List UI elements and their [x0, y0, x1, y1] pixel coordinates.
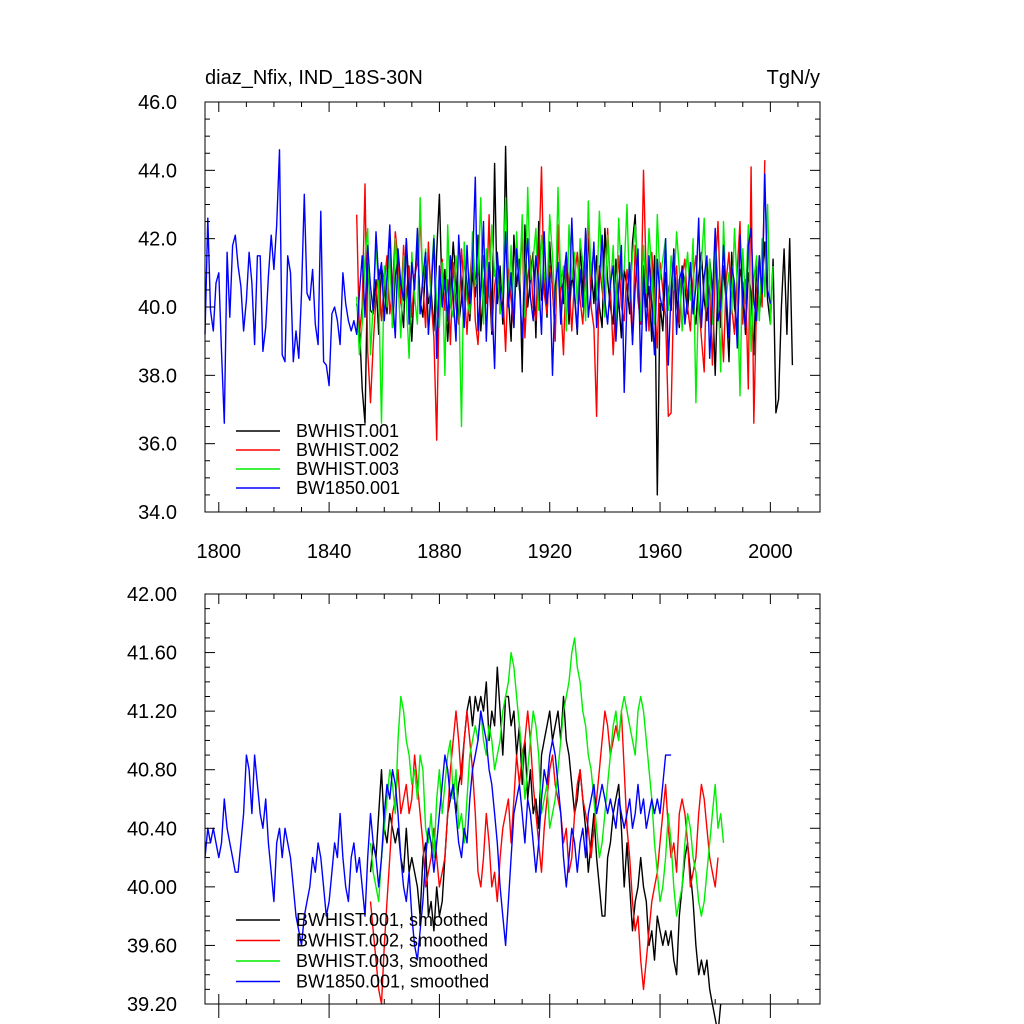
bottom-panel-axes: 39.20 39.60 40.00 40.40 40.80 41.20 41.60 42.00 — [127, 584, 820, 1018]
series-line-bw1850-001 — [204, 149, 772, 424]
x-tick-label: 1880 — [417, 541, 462, 563]
bottom-panel-series — [204, 637, 725, 1024]
y-tick-label: 34.0 — [138, 502, 177, 524]
y-tick-label: 44.0 — [138, 160, 177, 182]
y-tick-label: 42.0 — [138, 229, 177, 251]
x-tick-label: 2000 — [748, 541, 793, 563]
x-tick-label: 1960 — [638, 541, 683, 563]
y-tick-label: 36.0 — [138, 434, 177, 456]
top-panel-series — [204, 145, 794, 496]
x-tick-label: 1920 — [527, 541, 572, 563]
top-panel: diaz_Nfix, IND_18S-30N TgN/y 34.0 36.0 38.… — [138, 67, 821, 563]
y-tick-label: 40.80 — [127, 760, 177, 782]
top-panel-axes: 34.0 36.0 38.0 40.0 42.0 44.0 46.0 1800 1840 1880… — [138, 92, 820, 563]
top-panel-units: TgN/y — [767, 67, 820, 89]
legend-label: BWHIST.001 — [296, 421, 399, 441]
series-line-bw1850-001-smoothed — [204, 710, 672, 961]
series-line-bwhist-002-smoothed — [369, 710, 719, 1005]
legend-label: BWHIST.003, smoothed — [296, 951, 488, 971]
y-tick-label: 41.20 — [127, 701, 177, 723]
y-tick-label: 39.20 — [127, 994, 177, 1016]
series-line-bwhist-001 — [356, 145, 794, 496]
y-tick-label: 42.00 — [127, 584, 177, 606]
series-line-bwhist-001-smoothed — [369, 666, 722, 1024]
legend-label: BWHIST.002, smoothed — [296, 931, 488, 951]
x-tick-label: 1800 — [197, 541, 242, 563]
legend-label: BWHIST.001, smoothed — [296, 910, 488, 930]
y-tick-label: 41.60 — [127, 643, 177, 665]
y-tick-label: 40.00 — [127, 877, 177, 899]
legend-label: BWHIST.002 — [296, 440, 399, 460]
y-tick-label: 40.0 — [138, 297, 177, 319]
legend-label: BWHIST.003 — [296, 459, 399, 479]
legend-label: BW1850.001, smoothed — [296, 972, 489, 992]
y-tick-label: 40.40 — [127, 818, 177, 840]
y-tick-label: 38.0 — [138, 365, 177, 387]
y-tick-label: 46.0 — [138, 92, 177, 114]
top-panel-title: diaz_Nfix, IND_18S-30N — [205, 67, 423, 89]
y-tick-label: 39.60 — [127, 935, 177, 957]
legend-label: BW1850.001 — [296, 478, 400, 498]
bottom-panel: 39.20 39.60 40.00 40.40 40.80 41.20 41.60 42.00… — [127, 584, 821, 1024]
x-tick-label: 1840 — [307, 541, 352, 563]
